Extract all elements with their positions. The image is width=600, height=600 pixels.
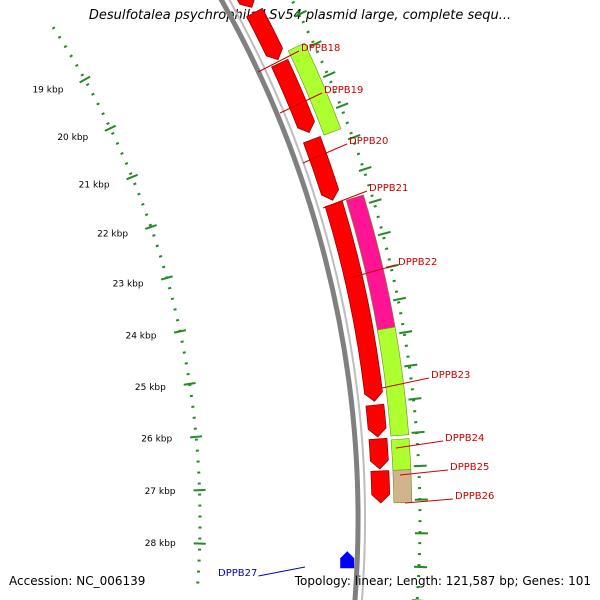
- gene-label: DPPB21: [369, 183, 408, 194]
- backbone-line: [218, 0, 361, 600]
- gene-leader-line: [257, 50, 300, 73]
- reverse-gene-arrow: [303, 136, 340, 201]
- scale-label: 27 kbp: [145, 487, 176, 497]
- scale-label: 21 kbp: [79, 181, 110, 191]
- outer-tick: [399, 330, 413, 335]
- outer-tick: [368, 198, 382, 204]
- reverse-gene-arrow: [370, 470, 391, 504]
- gene-leader-line: [349, 264, 397, 279]
- gene-label: DPPB22: [398, 257, 437, 268]
- scale-tick: [144, 224, 157, 230]
- scale-label: 25 kbp: [135, 383, 166, 393]
- reverse-gene-arrow: [236, 0, 255, 8]
- outer-tick: [309, 40, 322, 48]
- backbone: [218, 0, 366, 600]
- topology-summary: Topology: linear; Length: 121,587 bp; Ge…: [294, 574, 591, 588]
- reverse-gene-arrow: [368, 437, 389, 470]
- outer-tick: [413, 565, 428, 569]
- reverse-gene-arrow: [246, 7, 283, 61]
- scale-label: 28 kbp: [145, 539, 176, 549]
- scale-label: 22 kbp: [97, 230, 128, 240]
- outer-tick: [404, 363, 418, 368]
- gene-label: DPPB18: [301, 43, 340, 54]
- gene-leader-line: [399, 469, 449, 476]
- gene-leader-line: [322, 190, 368, 209]
- outer-tick: [392, 296, 407, 302]
- gene-label: DPPB20: [349, 136, 388, 147]
- gene-label: DPPB23: [431, 370, 470, 381]
- scale-tick: [79, 75, 91, 84]
- scale-label: 23 kbp: [113, 279, 144, 289]
- gene-label: DPPB26: [455, 491, 494, 502]
- gene-label: DPPB27: [218, 568, 257, 579]
- scale-tick: [160, 275, 173, 281]
- gene-leader-line: [381, 377, 430, 389]
- gene-leader-line: [404, 498, 454, 504]
- inner-scale-ring: [51, 26, 202, 593]
- gene-track: [236, 0, 413, 569]
- scale-label: 19 kbp: [32, 85, 63, 95]
- small-gene: [392, 469, 413, 504]
- scale-tick: [126, 173, 139, 181]
- gene-label: DPPB24: [445, 433, 484, 444]
- gene-leader-line: [279, 92, 323, 114]
- scale-tick: [173, 329, 187, 334]
- outer-tick: [413, 464, 427, 468]
- outer-tick: [322, 71, 336, 79]
- scale-ticks: 19 kbp 20 kbp 21 kbp 22 kbp 23 kbp 24 kbp 25 k…: [32, 0, 428, 600]
- forward-gene: [390, 438, 412, 471]
- outer-tick: [358, 165, 372, 172]
- scale-tick: [190, 435, 203, 439]
- scale-label: 24 kbp: [125, 332, 156, 342]
- scale-label: 20 kbp: [57, 133, 88, 143]
- scale-tick: [183, 381, 196, 386]
- reverse-gene-arrow: [365, 403, 387, 438]
- scale-label: 26 kbp: [141, 435, 172, 445]
- outer-tick: [377, 230, 391, 237]
- forward-gene: [377, 326, 410, 437]
- gene-leader-line: [302, 143, 348, 164]
- forward-gene: [287, 42, 342, 136]
- gene-leader-line: [395, 440, 444, 449]
- reverse-gene-arrow: [271, 58, 315, 134]
- outer-tick: [294, 9, 307, 18]
- outer-tick: [347, 134, 361, 141]
- gene-label: DPPB19: [324, 85, 363, 96]
- map-title: Desulfotalea psychrophila LSv54 plasmid …: [88, 8, 512, 23]
- blue-gene-marker: [340, 551, 355, 569]
- outer-tick: [408, 397, 422, 401]
- gene-label: DPPB25: [450, 462, 489, 473]
- gene-leader-line: [258, 566, 306, 577]
- reverse-gene-arrow: [324, 200, 383, 402]
- outer-tick: [335, 102, 349, 110]
- gene-labels: DPPB18 DPPB19 DPPB20 DPPB21 DPPB22 DPPB23 DPPB…: [218, 43, 494, 579]
- outer-tick: [411, 430, 425, 434]
- accession-text: Accession: NC_006139: [9, 574, 146, 588]
- scale-tick: [104, 124, 117, 132]
- backbone-edge: [228, 0, 366, 600]
